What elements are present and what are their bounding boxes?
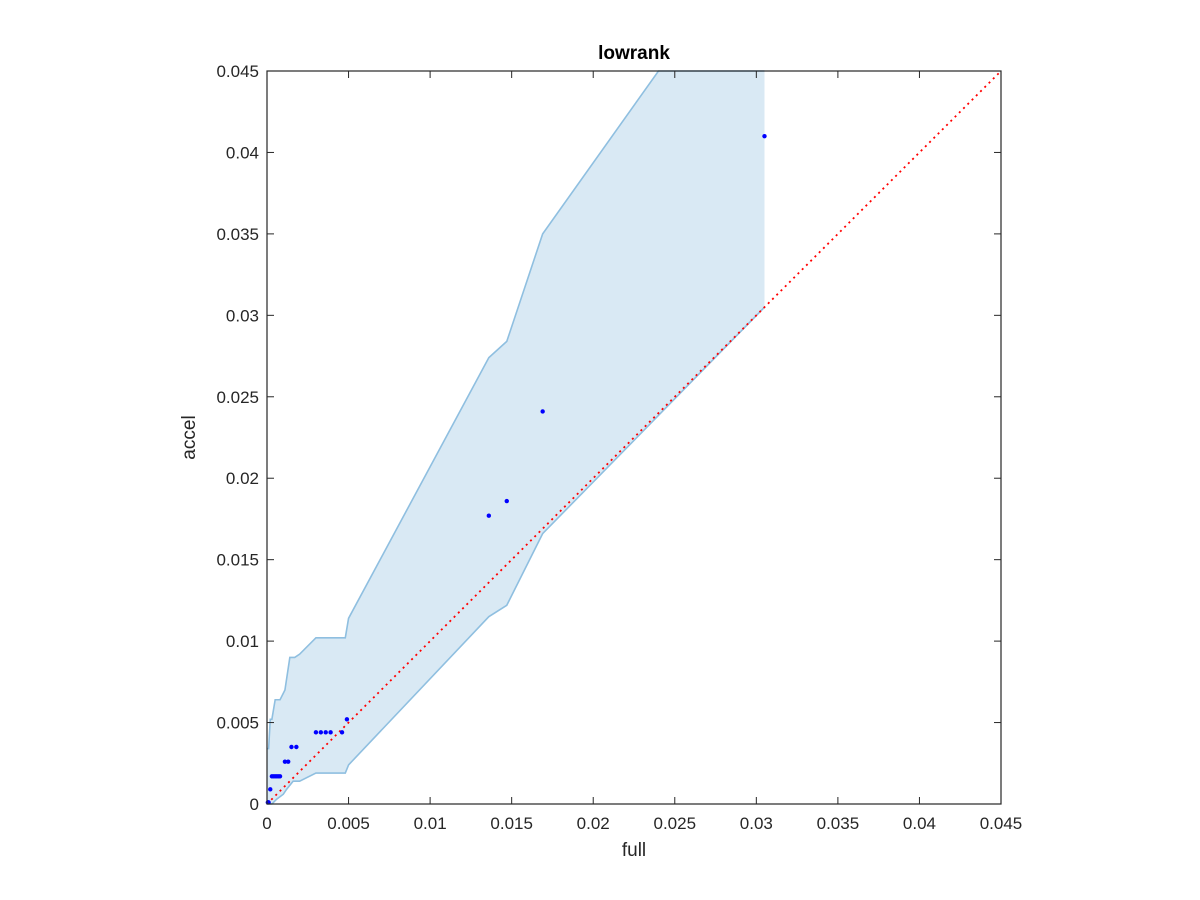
x-tick-label: 0.03	[740, 814, 773, 833]
data-point	[486, 513, 492, 518]
band-lower-edge	[267, 306, 766, 805]
x-tick-label: 0.04	[903, 814, 936, 833]
data-point	[282, 759, 288, 764]
y-tick-label: 0.025	[216, 388, 259, 407]
data-point	[762, 133, 767, 139]
y-tick-label: 0.035	[216, 225, 259, 244]
data-point	[268, 787, 273, 792]
axis-ticks: 0 0.005 0.01 0.015 0.02 0.025 0.03 0.035 0.04 0.0…	[216, 62, 1022, 833]
reference-line	[266, 70, 1002, 805]
data-point	[289, 744, 294, 750]
y-tick-label: 0.005	[216, 714, 259, 733]
data-point	[344, 717, 350, 722]
chart-title: lowrank	[598, 43, 670, 64]
plot-area	[265, 70, 1002, 805]
data-point	[318, 730, 324, 735]
data-point	[294, 744, 299, 750]
x-tick-label: 0.015	[490, 814, 533, 833]
x-tick-label: 0.01	[414, 814, 447, 833]
x-tick-label: 0.025	[654, 814, 697, 833]
x-tick-label: 0.005	[327, 814, 370, 833]
x-axis-label: full	[622, 840, 646, 861]
y-tick-label: 0.04	[226, 143, 259, 162]
data-point	[328, 730, 333, 735]
y-axis-label: accel	[179, 415, 200, 459]
band-upper-edge	[267, 70, 765, 750]
x-tick-label: 0.045	[980, 814, 1023, 833]
y-tick-label: 0.015	[216, 551, 259, 570]
confidence-band	[267, 71, 765, 804]
y-tick-label: 0.02	[226, 469, 259, 488]
x-tick-label: 0.035	[817, 814, 860, 833]
data-point	[277, 774, 283, 779]
data-point	[540, 409, 545, 414]
axes-frame	[266, 70, 1002, 805]
data-point	[313, 730, 319, 735]
data-point	[504, 498, 509, 504]
y-tick-label: 0	[250, 795, 259, 814]
y-tick-label: 0.03	[226, 306, 259, 325]
x-tick-label: 0.02	[577, 814, 610, 833]
data-point	[323, 730, 328, 735]
x-tick-label: 0	[262, 814, 271, 833]
y-tick-label: 0.045	[216, 62, 259, 81]
y-tick-label: 0.01	[226, 632, 259, 651]
data-point	[339, 730, 345, 735]
data-point	[286, 759, 291, 764]
